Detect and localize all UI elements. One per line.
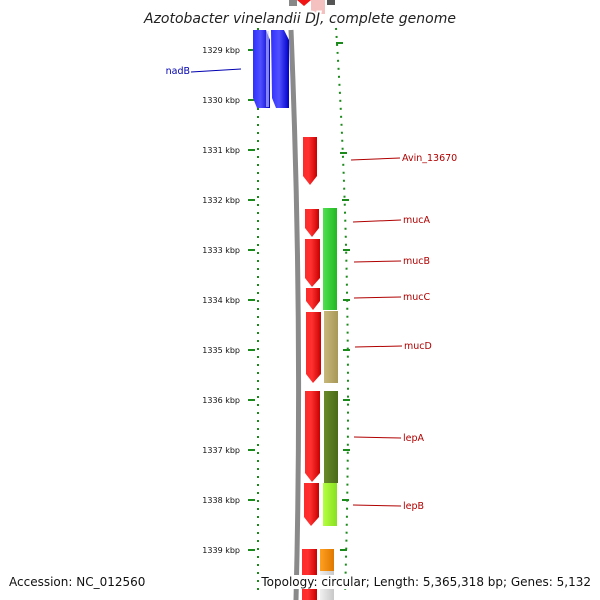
lepA-leader-line <box>353 436 402 439</box>
tick-label: 1333 kbp <box>202 246 240 255</box>
tick-mark <box>340 549 347 551</box>
top-dark-fragment <box>327 0 335 5</box>
gene-label-lepB[interactable]: lepB <box>403 501 424 512</box>
tick-labels: 1329 kbp 1330 kbp 1331 kbp 1332 kbp 1333… <box>202 46 240 555</box>
nadB-leader-line <box>190 68 242 73</box>
tick-label: 1337 kbp <box>202 446 240 455</box>
lepA-gene-block[interactable] <box>305 391 320 482</box>
tick-mark <box>248 449 255 451</box>
tick-label: 1336 kbp <box>202 396 240 405</box>
category-green <box>323 208 337 310</box>
tick-mark <box>248 49 255 51</box>
Avin-13670-gene-block[interactable] <box>303 137 317 185</box>
tick-mark <box>248 299 255 301</box>
tick-mark <box>343 299 350 301</box>
gene-label-Avin-13670[interactable]: Avin_13670 <box>402 153 457 164</box>
top-gene-shadow-fragment <box>311 0 325 14</box>
map-title: Azotobacter vinelandii DJ, complete geno… <box>143 11 456 27</box>
mucD-leader-line <box>354 345 403 348</box>
gene-block[interactable] <box>271 30 289 108</box>
category-orange <box>320 549 334 571</box>
mucC-leader-line <box>353 296 402 299</box>
tick-label: 1335 kbp <box>202 346 240 355</box>
Avin-13670-leader-line <box>350 157 401 161</box>
tick-mark <box>248 199 255 201</box>
tick-mark <box>343 349 350 351</box>
tick-label: 1339 kbp <box>202 546 240 555</box>
tick-mark <box>340 152 347 154</box>
lepB-leader-line <box>352 504 402 507</box>
tick-marks <box>248 42 350 551</box>
tick-label: 1338 kbp <box>202 496 240 505</box>
tick-mark <box>248 349 255 351</box>
nadB-gene-block[interactable] <box>253 30 270 108</box>
tick-mark <box>248 99 255 101</box>
label-leaders <box>190 68 403 507</box>
mucA-gene-block[interactable] <box>305 209 319 237</box>
tick-mark <box>248 549 255 551</box>
tick-label: 1334 kbp <box>202 296 240 305</box>
genome-backbone <box>288 29 302 600</box>
tick-mark <box>343 449 350 451</box>
tick-mark <box>343 399 350 401</box>
gene-highlight <box>266 31 269 107</box>
tick-label: 1332 kbp <box>202 196 240 205</box>
gene-label-nadB[interactable]: nadB <box>166 66 190 77</box>
tick-mark <box>342 499 349 501</box>
tick-label: 1331 kbp <box>202 146 240 155</box>
category-khaki <box>324 311 338 383</box>
top-gene-fragment <box>297 0 311 6</box>
gene-label-mucB[interactable]: mucB <box>403 256 430 267</box>
gene-label-mucC[interactable]: mucC <box>403 292 430 303</box>
tick-mark <box>248 149 255 151</box>
gene-labels: nadB Avin_13670 mucA mucB mucC mucD lepA… <box>166 66 458 512</box>
mucA-leader-line <box>352 219 402 223</box>
nadB-gene-blocks[interactable] <box>253 30 289 108</box>
tick-mark <box>248 399 255 401</box>
tick-label: 1329 kbp <box>202 46 240 55</box>
accession-text: Accession: NC_012560 <box>9 575 146 589</box>
mucB-gene-block[interactable] <box>305 239 320 287</box>
gene-label-mucA[interactable]: mucA <box>403 215 430 226</box>
category-lime <box>323 483 337 526</box>
backbone-top-fragment <box>289 0 297 6</box>
category-strip <box>320 208 338 600</box>
tick-label: 1330 kbp <box>202 96 240 105</box>
tick-mark <box>248 249 255 251</box>
tick-mark <box>248 499 255 501</box>
tick-mark <box>343 249 350 251</box>
lepB-gene-block[interactable] <box>304 483 319 526</box>
forward-strand-genes[interactable] <box>302 137 321 600</box>
topology-text: Topology: circular; Length: 5,365,318 bp… <box>261 575 591 589</box>
tick-mark <box>336 42 343 44</box>
mucD-gene-block[interactable] <box>306 312 321 383</box>
tick-mark <box>342 199 349 201</box>
category-olive <box>324 391 338 483</box>
mucC-gene-block[interactable] <box>306 288 320 310</box>
gene-label-mucD[interactable]: mucD <box>404 341 432 352</box>
gene-label-lepA[interactable]: lepA <box>403 433 425 444</box>
mucB-leader-line <box>353 260 402 263</box>
